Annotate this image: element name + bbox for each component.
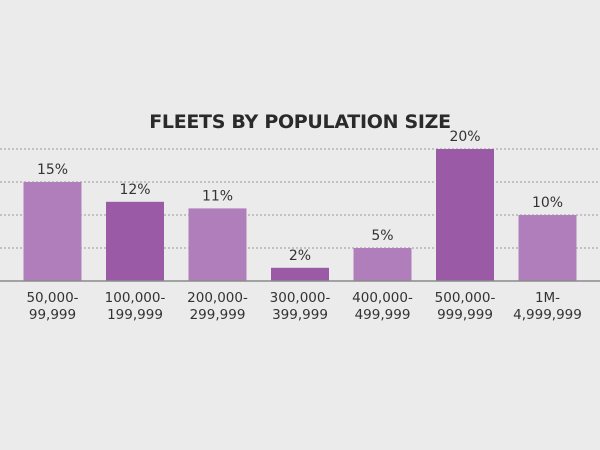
x-tick-label-7-1: 4,999,999: [513, 307, 582, 323]
x-tick-label-5-1: 499,999: [355, 307, 411, 323]
bar-4: [271, 267, 329, 281]
value-label-1: 15%: [37, 162, 68, 178]
value-label-7: 10%: [532, 195, 563, 211]
value-label-3: 11%: [202, 188, 233, 204]
x-tick-label-4-0: 300,000-: [270, 290, 331, 306]
value-label-2: 12%: [119, 182, 150, 198]
x-tick-label-2-1: 199,999: [107, 307, 163, 323]
x-tick-label-4-1: 399,999: [272, 307, 328, 323]
x-tick-label-1-0: 50,000-: [26, 290, 78, 306]
bar-1: [23, 182, 82, 281]
value-labels: 15% 12% 11% 2% 5% 20% 10%: [37, 129, 563, 264]
x-tick-label-7-0: 1M-: [535, 290, 560, 306]
value-label-4: 2%: [289, 248, 311, 264]
x-tick-labels: n50,000-99,999100,000-199,999200,000-299…: [26, 290, 582, 323]
value-label-6: 20%: [449, 129, 480, 145]
x-tick-label-6-0: 500,000-: [435, 290, 496, 306]
bar-6: [436, 149, 494, 281]
x-tick-label-6-1: 999,999: [437, 307, 493, 323]
bar-3: [188, 208, 247, 281]
value-label-5: 5%: [371, 228, 393, 244]
bar-2: [106, 201, 164, 281]
x-tick-label-2-0: 100,000-: [105, 290, 166, 306]
x-tick-label-1-1: 99,999: [29, 307, 76, 323]
x-tick-label-5-0: 400,000-: [352, 290, 413, 306]
bar-5: [353, 248, 412, 281]
chart-title: FLEETS BY POPULATION SIZE: [149, 111, 451, 133]
x-tick-label-3-0: 200,000-: [187, 290, 248, 306]
bar-7: [518, 215, 577, 281]
bars: [23, 149, 577, 281]
x-tick-label-3-1: 299,999: [190, 307, 246, 323]
gridlines: [0, 148, 600, 249]
